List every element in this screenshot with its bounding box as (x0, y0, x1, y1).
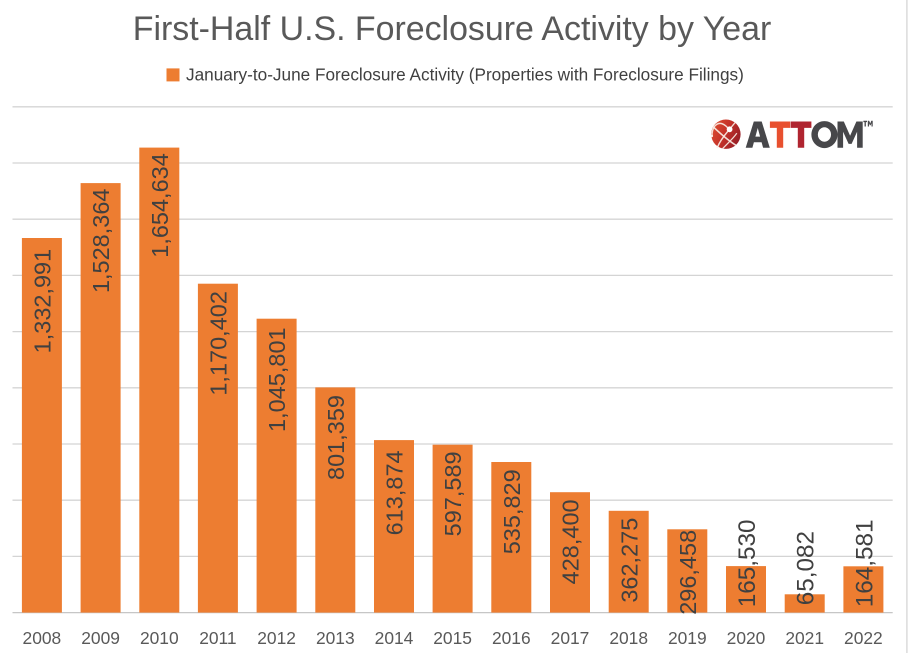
svg-text:535,829: 535,829 (499, 469, 525, 554)
svg-text:2008: 2008 (23, 628, 62, 648)
svg-text:1,528,364: 1,528,364 (88, 189, 114, 294)
svg-text:2022: 2022 (844, 628, 883, 648)
svg-text:1,332,991: 1,332,991 (30, 249, 56, 354)
svg-text:2012: 2012 (257, 628, 296, 648)
svg-text:801,359: 801,359 (323, 395, 349, 480)
svg-text:2011: 2011 (199, 628, 236, 648)
svg-text:1,045,801: 1,045,801 (264, 327, 290, 432)
svg-text:2009: 2009 (81, 628, 120, 648)
svg-text:2018: 2018 (609, 628, 648, 648)
svg-text:2010: 2010 (140, 628, 179, 648)
svg-text:2013: 2013 (316, 628, 355, 648)
svg-text:428,400: 428,400 (558, 499, 584, 584)
svg-text:First-Half U.S. Foreclosure Ac: First-Half U.S. Foreclosure Activity by … (133, 10, 771, 48)
svg-text:2014: 2014 (375, 628, 414, 648)
svg-text:2015: 2015 (433, 628, 472, 648)
svg-text:2021: 2021 (785, 628, 824, 648)
svg-text:164,581: 164,581 (851, 519, 878, 607)
svg-text:January-to-June Foreclosure Ac: January-to-June Foreclosure Activity (Pr… (186, 65, 744, 85)
svg-text:2016: 2016 (492, 628, 531, 648)
svg-text:65,082: 65,082 (793, 531, 820, 605)
svg-text:1,170,402: 1,170,402 (206, 291, 232, 396)
svg-text:597,589: 597,589 (440, 451, 466, 536)
svg-text:2017: 2017 (551, 628, 590, 648)
svg-text:296,458: 296,458 (675, 530, 701, 615)
svg-text:2019: 2019 (668, 628, 707, 648)
svg-text:613,874: 613,874 (382, 450, 408, 535)
svg-text:1,654,634: 1,654,634 (147, 153, 173, 258)
svg-text:2020: 2020 (727, 628, 766, 648)
svg-text:362,275: 362,275 (616, 518, 642, 603)
svg-text:165,530: 165,530 (734, 519, 761, 607)
